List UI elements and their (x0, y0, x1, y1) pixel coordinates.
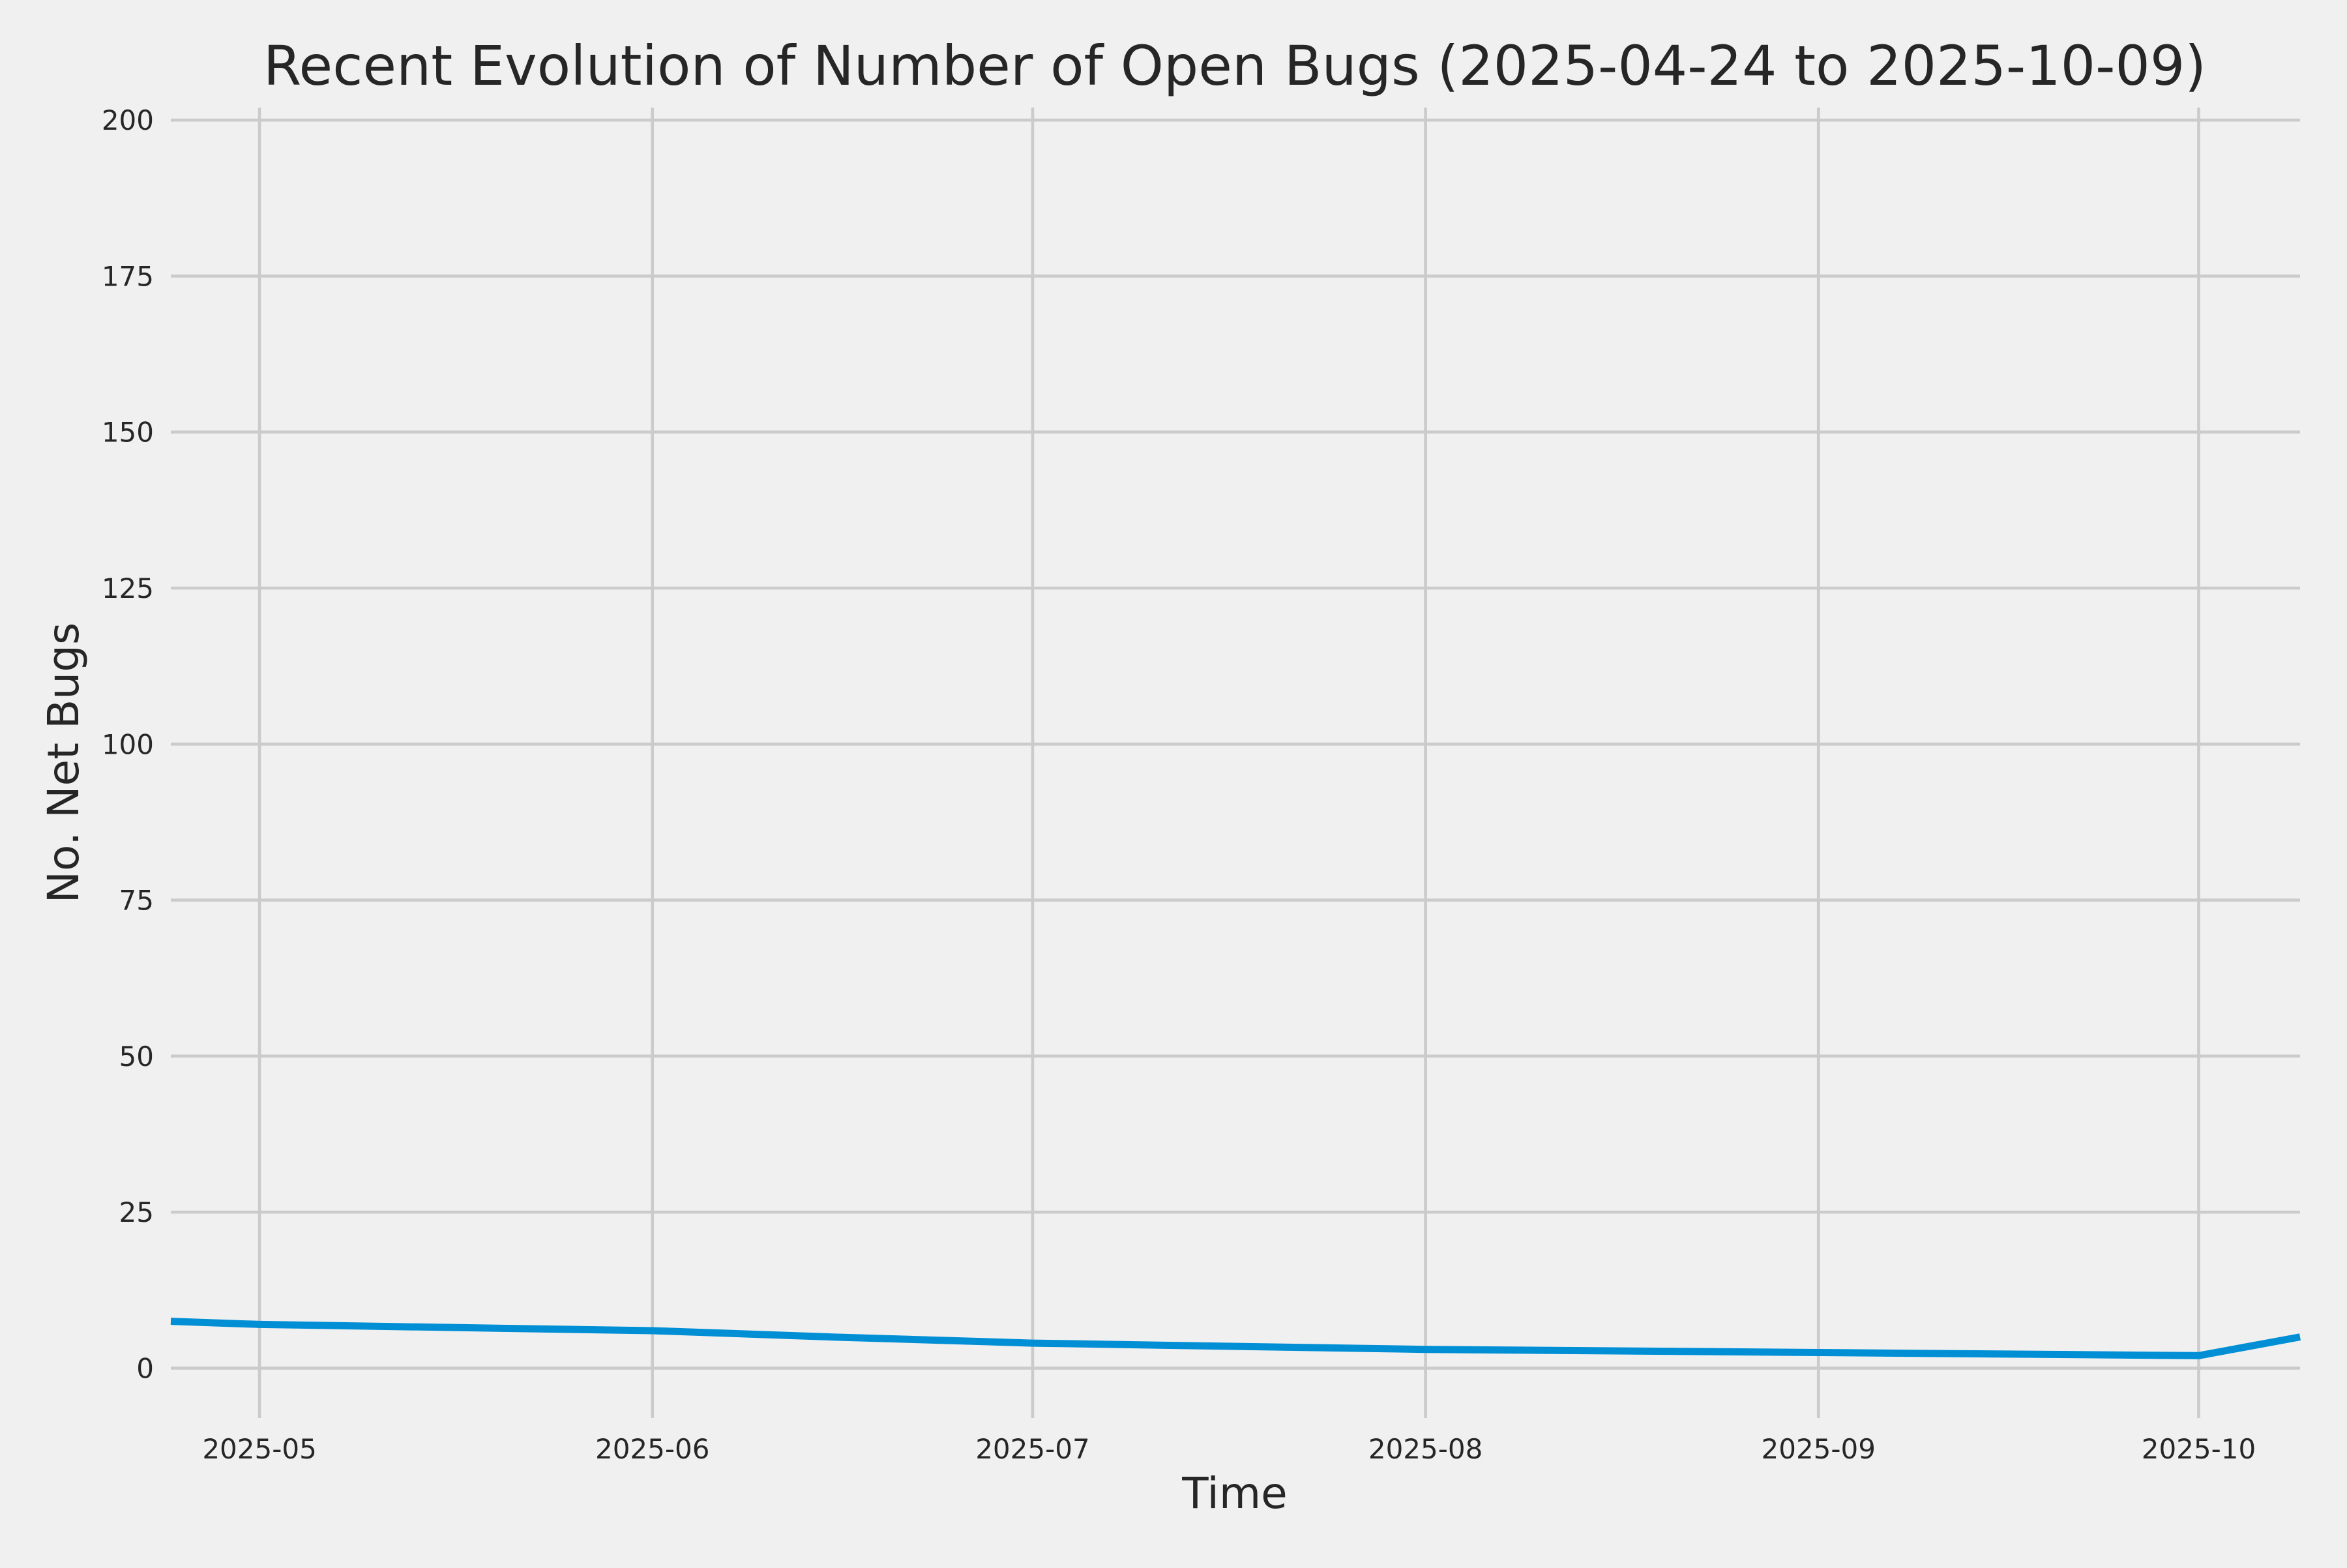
chart-title: Recent Evolution of Number of Open Bugs … (263, 34, 2206, 98)
y-axis-label: No. Net Bugs (38, 623, 89, 904)
grid (171, 108, 2300, 1418)
y-tick-label: 175 (102, 260, 154, 292)
x-tick-label: 2025-06 (595, 1433, 710, 1465)
tick-labels: 0 25 50 75 100 125 150 175 200 2025-05 2025-06 2025… (102, 104, 2256, 1465)
x-tick-label: 2025-05 (202, 1433, 317, 1465)
y-tick-label: 0 (136, 1352, 154, 1384)
y-tick-label: 200 (102, 104, 154, 136)
x-tick-label: 2025-07 (975, 1433, 1090, 1465)
x-axis-label: Time (1181, 1468, 1288, 1518)
y-tick-label: 75 (119, 885, 154, 917)
series-layer (170, 1318, 2301, 1359)
y-tick-label: 150 (102, 417, 154, 449)
y-tick-label: 25 (119, 1196, 154, 1228)
x-tick-label: 2025-08 (1368, 1433, 1483, 1465)
x-tick-label: 2025-09 (1762, 1433, 1876, 1465)
y-tick-label: 125 (102, 572, 154, 604)
y-tick-label: 50 (119, 1041, 154, 1072)
y-tick-label: 100 (102, 728, 154, 760)
series-line (170, 1318, 2301, 1359)
x-tick-label: 2025-10 (2142, 1433, 2256, 1465)
